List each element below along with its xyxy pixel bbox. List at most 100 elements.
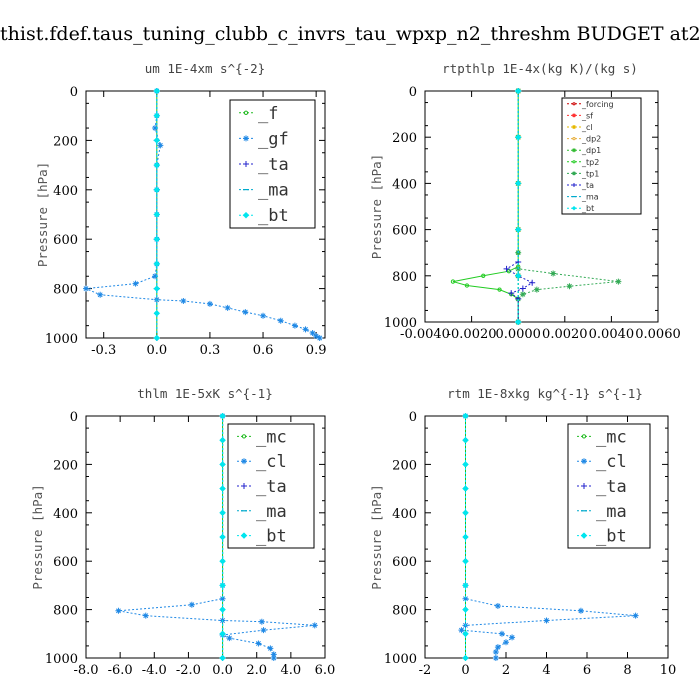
data-point [219, 485, 226, 492]
data-point [514, 87, 522, 95]
legend-label: _ta [258, 155, 289, 175]
data-point [462, 595, 469, 602]
data-point [462, 557, 469, 565]
data-point [219, 595, 226, 602]
data-point [270, 655, 277, 661]
series-bt-line [153, 87, 161, 342]
legend-label: _f [258, 104, 278, 124]
legend-swatch-marker [572, 171, 576, 176]
data-point [153, 309, 161, 317]
data-point [514, 226, 522, 233]
panel-3: thlm 1E-5xK s^{-1} Pressure [hPa] 0 200 400 6… [30, 386, 335, 678]
x-tick-label: -4.0 [142, 663, 167, 678]
legend-label: _sf [581, 111, 593, 120]
x-tick-label: -0.0040 [400, 327, 450, 342]
data-point [462, 582, 469, 589]
data-point [219, 606, 226, 613]
x-tick-label: 0.0060 [635, 327, 681, 342]
data-point [152, 273, 159, 280]
data-point [258, 618, 265, 625]
data-point [219, 461, 226, 468]
data-point [219, 654, 226, 662]
panel-title: rtm 1E-8xkg kg^{-1} s^{-1} [447, 386, 643, 401]
data-point [153, 260, 161, 268]
data-point [242, 309, 249, 316]
data-point [462, 509, 469, 517]
legend-swatch-marker [571, 205, 577, 211]
data-point [494, 602, 501, 609]
data-point [153, 87, 161, 95]
legend-swatch-marker [243, 110, 249, 115]
y-tick-label: 0 [409, 85, 417, 100]
data-point [316, 335, 323, 341]
data-point [153, 235, 161, 243]
data-point [313, 333, 320, 340]
data-point [255, 640, 262, 647]
data-point [180, 297, 187, 304]
data-point [458, 627, 465, 634]
y-tick-label: 800 [53, 604, 78, 619]
series-line [452, 91, 519, 322]
legend-swatch-marker [572, 113, 576, 118]
legend-swatch-marker [572, 160, 576, 164]
data-point [462, 654, 469, 662]
legend: _mc _cl _ta _ma _bt [567, 423, 651, 549]
data-point [529, 279, 536, 286]
legend-swatch-marker [240, 532, 248, 539]
data-point [519, 285, 526, 292]
plot-frame [424, 90, 659, 323]
x-tick-label: 0.0 [212, 663, 233, 678]
legend-swatch-marker [581, 434, 587, 439]
data-point [508, 290, 515, 297]
legend: _mc _cl _ta _ma _bt [227, 423, 315, 549]
data-point [260, 627, 267, 634]
data-point [503, 265, 510, 272]
legend-box [561, 97, 642, 215]
x-tick-label: 0.9 [306, 343, 327, 358]
data-point [142, 612, 149, 619]
y-tick-label: 0 [70, 85, 78, 100]
data-point [615, 278, 622, 285]
legend-label: _bt [258, 206, 289, 226]
panel-4: rtm 1E-8xkg kg^{-1} s^{-1} Pressure [hPa]… [369, 386, 676, 678]
x-tick-label: -2 [419, 663, 432, 678]
data-point [152, 125, 159, 132]
y-tick-label: 200 [392, 131, 417, 146]
data-point [462, 485, 469, 492]
y-axis-label: Pressure [hPa] [35, 162, 50, 267]
data-point [462, 606, 469, 613]
legend-swatch-marker [241, 458, 247, 465]
legend-swatch-marker [572, 183, 576, 187]
legend-swatch-marker [572, 137, 576, 141]
legend-label: _mc [596, 427, 627, 447]
data-point [291, 322, 298, 329]
legend-label: _ta [256, 477, 287, 497]
legend: _forcing _sf _cl _dp2 _dp1 _tp2 _tp1 _ta _ma _bt [561, 97, 642, 215]
y-tick-label: 1000 [45, 652, 78, 667]
legend-label: _cl [581, 123, 593, 132]
x-tick-label: 6.0 [315, 663, 336, 678]
data-point [153, 285, 161, 292]
y-axis-label: Pressure [hPa] [30, 484, 45, 589]
legend-swatch-marker [581, 483, 587, 489]
panel-title: rtpthlp 1E-4x(kg K)/(kg s) [442, 61, 638, 76]
x-tick-label: 0 [461, 663, 469, 678]
data-point [188, 601, 195, 608]
data-point [498, 630, 505, 637]
legend: _f _gf _ta _ma _bt [229, 99, 316, 229]
data-point [514, 272, 522, 280]
legend-label: _ma [581, 193, 599, 202]
x-tick-label: -6.0 [108, 663, 133, 678]
series-bt-line [219, 412, 226, 662]
data-point [514, 318, 522, 326]
data-point [497, 287, 502, 292]
legend-label: _bt [596, 527, 627, 547]
plot-frame [85, 90, 326, 339]
legend-swatch-marker [572, 125, 576, 129]
y-tick-label: 1000 [45, 332, 78, 347]
data-point [462, 436, 469, 444]
data-point [492, 648, 499, 655]
panel-2: rtpthlp 1E-4x(kg K)/(kg s) Pressure [hPa]… [369, 61, 681, 342]
data-point [481, 273, 486, 278]
data-point [309, 330, 316, 337]
